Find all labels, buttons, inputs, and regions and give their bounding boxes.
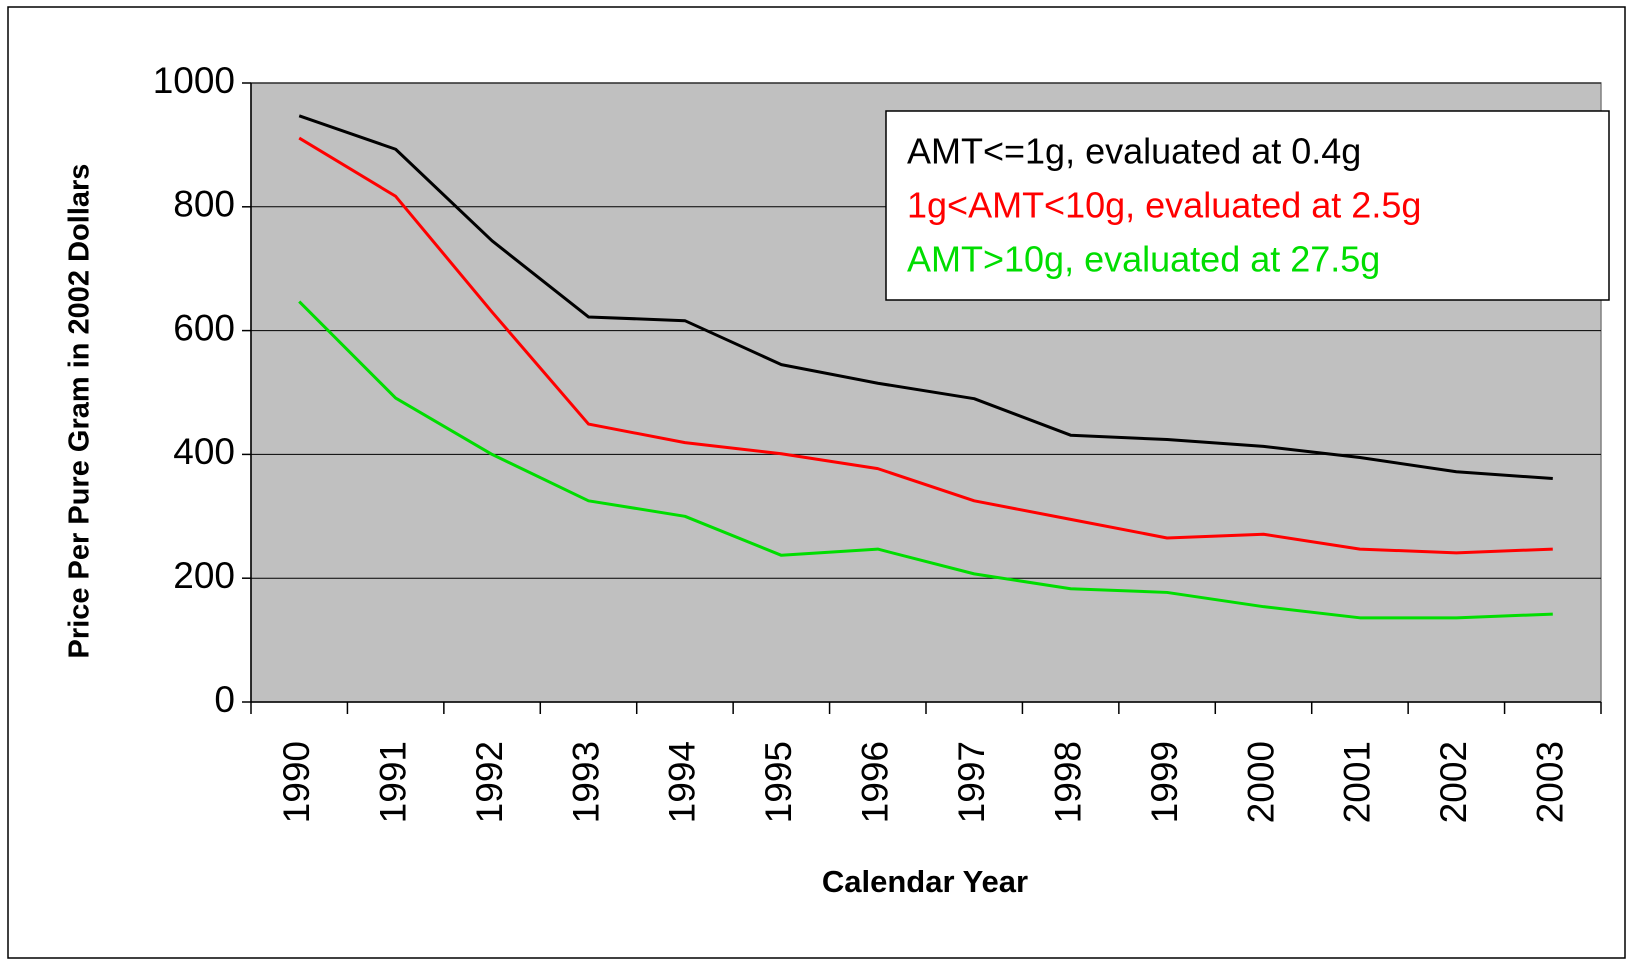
y-tick-label: 1000 bbox=[153, 60, 235, 101]
x-tick-label: 2003 bbox=[1530, 741, 1571, 823]
x-tick-label: 2000 bbox=[1240, 741, 1281, 823]
x-tick-label: 1997 bbox=[951, 741, 992, 823]
legend-label: AMT>10g, evaluated at 27.5g bbox=[907, 239, 1380, 280]
legend: AMT<=1g, evaluated at 0.4g 1g<AMT<10g, ev… bbox=[885, 110, 1610, 301]
x-axis-title: Calendar Year bbox=[822, 864, 1028, 899]
legend-label: 1g<AMT<10g, evaluated at 2.5g bbox=[907, 185, 1421, 226]
y-tick-label: 200 bbox=[173, 555, 235, 596]
legend-box bbox=[885, 110, 1610, 301]
x-tick-label: 1996 bbox=[855, 741, 896, 823]
y-tick-label: 600 bbox=[173, 307, 235, 348]
series-line bbox=[298, 114, 1553, 481]
x-tick-label: 2002 bbox=[1433, 741, 1474, 823]
y-tick-label: 400 bbox=[173, 431, 235, 472]
x-tick-label: 1994 bbox=[662, 741, 703, 823]
x-tick-label: 1998 bbox=[1047, 741, 1088, 823]
y-tick-label: 0 bbox=[214, 679, 235, 720]
series-line bbox=[298, 136, 1553, 555]
series-line bbox=[298, 300, 1553, 620]
x-tick-label: 1991 bbox=[372, 741, 413, 823]
x-tick-label: 1990 bbox=[276, 741, 317, 823]
y-axis-title: Price Per Pure Gram in 2002 Dollars bbox=[64, 164, 96, 659]
x-tick-label: 1995 bbox=[758, 741, 799, 823]
x-tick-label: 1999 bbox=[1144, 741, 1185, 823]
x-tick-label: 1993 bbox=[565, 741, 606, 823]
x-tick-label: 2001 bbox=[1337, 741, 1378, 823]
y-tick-label: 800 bbox=[173, 184, 235, 225]
x-tick-label: 1992 bbox=[469, 741, 510, 823]
legend-label: AMT<=1g, evaluated at 0.4g bbox=[907, 131, 1361, 172]
